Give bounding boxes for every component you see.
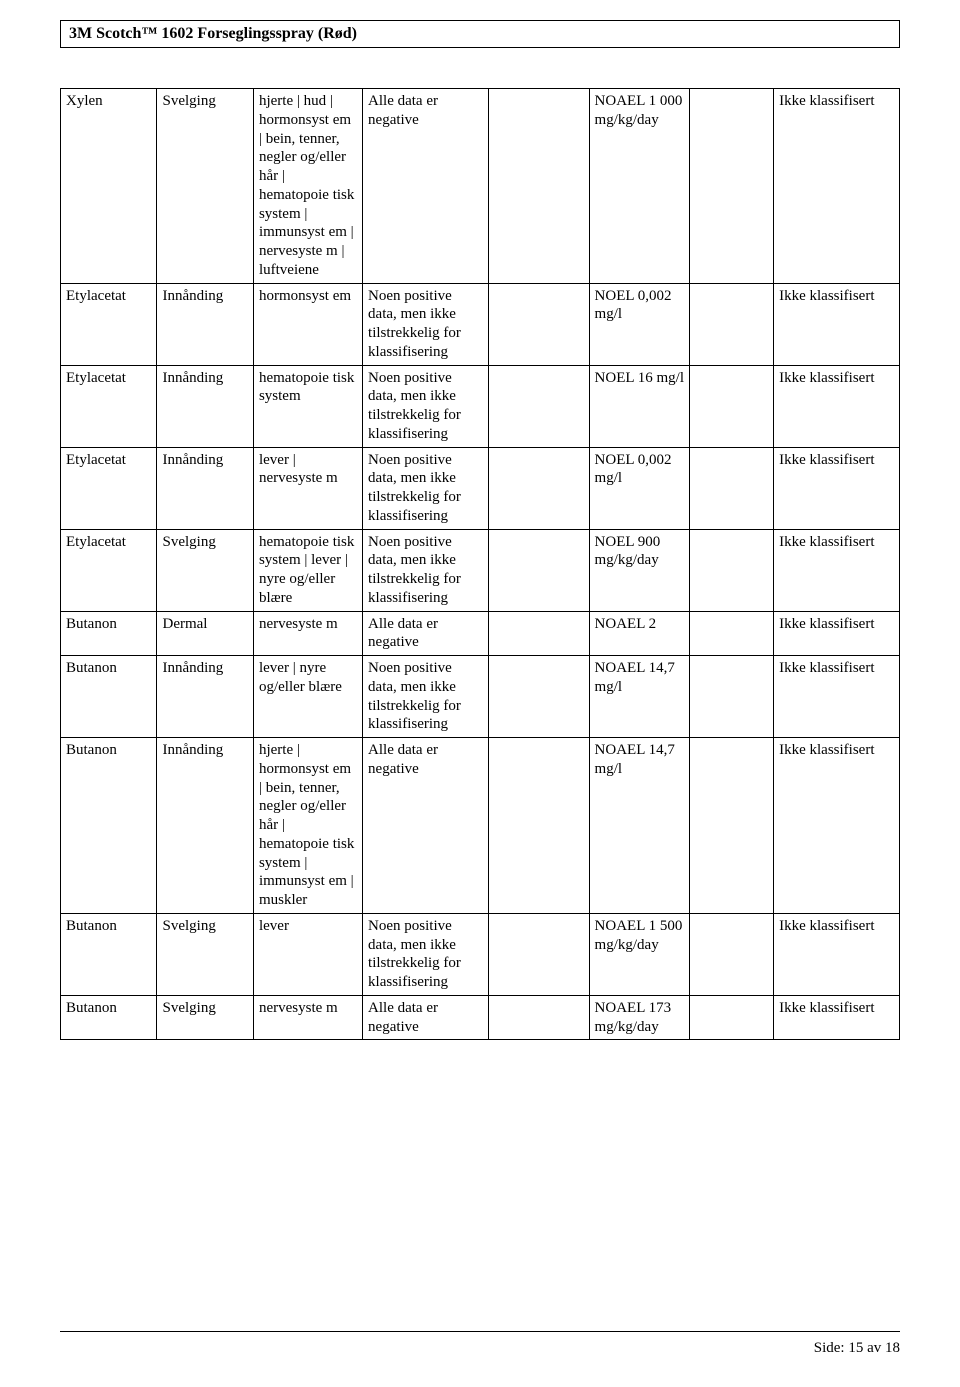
cell-value: NOEL 0,002 mg/l bbox=[589, 447, 690, 529]
cell-result: Alle data er negative bbox=[363, 611, 489, 656]
cell-route: Innånding bbox=[157, 283, 253, 365]
cell-value: NOAEL 1 000 mg/kg/day bbox=[589, 89, 690, 284]
cell-blank2 bbox=[690, 913, 774, 995]
cell-blank2 bbox=[690, 447, 774, 529]
cell-target: lever | nyre og/eller blære bbox=[253, 656, 362, 738]
cell-target: hematopoie tisk system bbox=[253, 365, 362, 447]
cell-substance: Butanon bbox=[61, 738, 157, 914]
cell-blank2 bbox=[690, 89, 774, 284]
cell-result: Noen positive data, men ikke tilstrekkel… bbox=[363, 365, 489, 447]
cell-blank bbox=[488, 89, 589, 284]
table-row: Etylacetat Innånding lever | nervesyste … bbox=[61, 447, 900, 529]
cell-target: hjerte | hormonsyst em | bein, tenner, n… bbox=[253, 738, 362, 914]
cell-blank2 bbox=[690, 738, 774, 914]
cell-route: Svelging bbox=[157, 995, 253, 1040]
cell-substance: Butanon bbox=[61, 995, 157, 1040]
table-row: Etylacetat Innånding hormonsyst em Noen … bbox=[61, 283, 900, 365]
cell-class: Ikke klassifisert bbox=[774, 365, 900, 447]
table-row: Etylacetat Innånding hematopoie tisk sys… bbox=[61, 365, 900, 447]
cell-route: Svelging bbox=[157, 913, 253, 995]
cell-result: Noen positive data, men ikke tilstrekkel… bbox=[363, 913, 489, 995]
cell-value: NOEL 900 mg/kg/day bbox=[589, 529, 690, 611]
cell-result: Alle data er negative bbox=[363, 89, 489, 284]
cell-substance: Butanon bbox=[61, 611, 157, 656]
cell-route: Svelging bbox=[157, 529, 253, 611]
cell-class: Ikke klassifisert bbox=[774, 529, 900, 611]
cell-blank2 bbox=[690, 283, 774, 365]
cell-blank2 bbox=[690, 365, 774, 447]
document-title: 3M Scotch™ 1602 Forseglingsspray (Rød) bbox=[69, 25, 357, 42]
cell-value: NOEL 16 mg/l bbox=[589, 365, 690, 447]
cell-route: Svelging bbox=[157, 89, 253, 284]
page-number: Side: 15 av 18 bbox=[814, 1340, 900, 1357]
cell-value: NOAEL 2 bbox=[589, 611, 690, 656]
table-row: Butanon Dermal nervesyste m Alle data er… bbox=[61, 611, 900, 656]
cell-target: hematopoie tisk system | lever | nyre og… bbox=[253, 529, 362, 611]
cell-value: NOAEL 14,7 mg/l bbox=[589, 738, 690, 914]
cell-blank2 bbox=[690, 611, 774, 656]
cell-value: NOAEL 173 mg/kg/day bbox=[589, 995, 690, 1040]
cell-blank2 bbox=[690, 529, 774, 611]
cell-blank bbox=[488, 283, 589, 365]
cell-blank bbox=[488, 529, 589, 611]
cell-target: hormonsyst em bbox=[253, 283, 362, 365]
footer-divider bbox=[60, 1331, 900, 1332]
cell-result: Alle data er negative bbox=[363, 995, 489, 1040]
cell-route: Innånding bbox=[157, 365, 253, 447]
cell-route: Dermal bbox=[157, 611, 253, 656]
cell-substance: Xylen bbox=[61, 89, 157, 284]
cell-blank bbox=[488, 365, 589, 447]
table-row: Butanon Svelging nervesyste m Alle data … bbox=[61, 995, 900, 1040]
cell-substance: Etylacetat bbox=[61, 447, 157, 529]
cell-substance: Butanon bbox=[61, 913, 157, 995]
page-container: 3M Scotch™ 1602 Forseglingsspray (Rød) X… bbox=[0, 0, 960, 1387]
cell-blank bbox=[488, 447, 589, 529]
cell-result: Noen positive data, men ikke tilstrekkel… bbox=[363, 529, 489, 611]
title-box: 3M Scotch™ 1602 Forseglingsspray (Rød) bbox=[60, 20, 900, 48]
cell-class: Ikke klassifisert bbox=[774, 611, 900, 656]
cell-blank bbox=[488, 913, 589, 995]
cell-value: NOAEL 1 500 mg/kg/day bbox=[589, 913, 690, 995]
cell-substance: Etylacetat bbox=[61, 283, 157, 365]
cell-blank bbox=[488, 611, 589, 656]
cell-route: Innånding bbox=[157, 447, 253, 529]
cell-substance: Etylacetat bbox=[61, 529, 157, 611]
cell-class: Ikke klassifisert bbox=[774, 283, 900, 365]
table-row: Butanon Svelging lever Noen positive dat… bbox=[61, 913, 900, 995]
cell-blank bbox=[488, 656, 589, 738]
cell-target: lever bbox=[253, 913, 362, 995]
table-row: Xylen Svelging hjerte | hud | hormonsyst… bbox=[61, 89, 900, 284]
cell-blank bbox=[488, 995, 589, 1040]
cell-class: Ikke klassifisert bbox=[774, 656, 900, 738]
cell-route: Innånding bbox=[157, 656, 253, 738]
cell-blank2 bbox=[690, 656, 774, 738]
cell-route: Innånding bbox=[157, 738, 253, 914]
cell-result: Noen positive data, men ikke tilstrekkel… bbox=[363, 656, 489, 738]
table-row: Etylacetat Svelging hematopoie tisk syst… bbox=[61, 529, 900, 611]
cell-target: lever | nervesyste m bbox=[253, 447, 362, 529]
table-body: Xylen Svelging hjerte | hud | hormonsyst… bbox=[61, 89, 900, 1040]
cell-class: Ikke klassifisert bbox=[774, 995, 900, 1040]
cell-target: hjerte | hud | hormonsyst em | bein, ten… bbox=[253, 89, 362, 284]
data-table: Xylen Svelging hjerte | hud | hormonsyst… bbox=[60, 88, 900, 1040]
cell-class: Ikke klassifisert bbox=[774, 447, 900, 529]
cell-result: Alle data er negative bbox=[363, 738, 489, 914]
cell-substance: Butanon bbox=[61, 656, 157, 738]
cell-result: Noen positive data, men ikke tilstrekkel… bbox=[363, 283, 489, 365]
cell-target: nervesyste m bbox=[253, 611, 362, 656]
cell-blank bbox=[488, 738, 589, 914]
table-row: Butanon Innånding hjerte | hormonsyst em… bbox=[61, 738, 900, 914]
cell-value: NOEL 0,002 mg/l bbox=[589, 283, 690, 365]
cell-result: Noen positive data, men ikke tilstrekkel… bbox=[363, 447, 489, 529]
table-row: Butanon Innånding lever | nyre og/eller … bbox=[61, 656, 900, 738]
cell-class: Ikke klassifisert bbox=[774, 89, 900, 284]
cell-class: Ikke klassifisert bbox=[774, 913, 900, 995]
cell-target: nervesyste m bbox=[253, 995, 362, 1040]
cell-blank2 bbox=[690, 995, 774, 1040]
cell-substance: Etylacetat bbox=[61, 365, 157, 447]
cell-value: NOAEL 14,7 mg/l bbox=[589, 656, 690, 738]
cell-class: Ikke klassifisert bbox=[774, 738, 900, 914]
